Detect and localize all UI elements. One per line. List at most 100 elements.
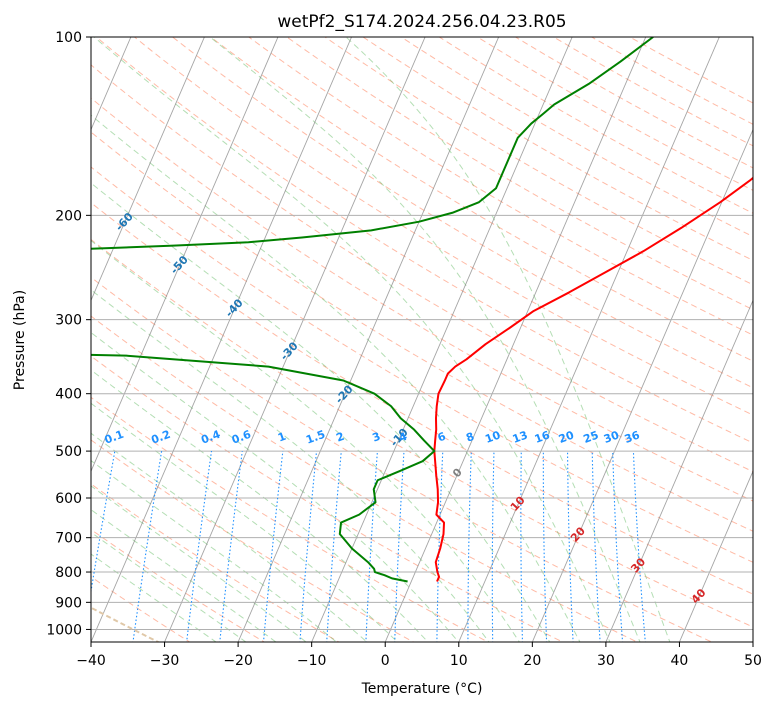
mixing-ratio-line	[132, 451, 163, 642]
mixing-ratio-label: 4	[397, 430, 409, 445]
y-tick-label: 700	[55, 531, 82, 547]
y-tick-label: 300	[55, 313, 82, 329]
y-axis-label: Pressure (hPa)	[12, 290, 28, 390]
y-axis: 100 200 300 400 500 600 700 800 900 1000	[46, 30, 91, 638]
mixing-ratio-line	[299, 451, 318, 642]
isotherm	[678, 470, 753, 642]
mixing-ratio-line	[467, 451, 472, 642]
mixing-ratio-line	[219, 451, 243, 642]
dry-adiabat	[209, 37, 753, 362]
dry-adiabat	[91, 131, 753, 532]
mixing-ratio-line	[326, 451, 342, 642]
x-tick-label: 0	[381, 653, 390, 669]
x-axis: −40 −30 −20 −10 0 10 20 30 40 50	[76, 642, 762, 669]
x-tick-label: 20	[523, 653, 541, 669]
mixing-ratio-line	[491, 451, 495, 642]
profile-line-2	[91, 37, 654, 583]
isotherm	[605, 299, 753, 642]
x-tick-label: 50	[744, 653, 762, 669]
moist-adiabat	[91, 531, 247, 642]
y-tick-label: 1000	[46, 622, 82, 638]
x-axis-label: Temperature (°C)	[361, 681, 483, 697]
moist-adiabat	[91, 369, 429, 642]
y-tick-label: 200	[55, 208, 82, 224]
isotherm	[164, 37, 426, 642]
moist-adiabat	[91, 432, 368, 642]
x-tick-label: 10	[450, 653, 468, 669]
isotherm	[384, 37, 647, 642]
y-tick-label: 100	[55, 30, 82, 46]
dry-adiabat	[171, 37, 753, 389]
mixing-ratio-line	[542, 451, 548, 642]
dry-adiabat	[91, 528, 266, 642]
mixing-ratio-label: 13	[511, 428, 530, 445]
dry-adiabat	[95, 37, 753, 444]
dry-adiabat	[91, 202, 753, 595]
isotherm	[91, 37, 353, 642]
mixing-ratio-label: 0.6	[230, 428, 253, 447]
isotherm	[91, 37, 279, 473]
mixing-ratio-label: 6	[436, 430, 448, 445]
x-tick-label: 30	[597, 653, 615, 669]
isotherm	[458, 37, 720, 642]
moist-adiabat	[345, 37, 671, 642]
moist-adiabat	[91, 402, 399, 642]
mixing-ratio-label: 25	[582, 428, 601, 445]
moist-adiabat	[209, 37, 641, 642]
mixing-ratio-label: 10	[483, 428, 502, 446]
mixing-ratio-line	[567, 451, 574, 642]
dry-adiabat	[285, 37, 753, 311]
dry-adiabat	[91, 166, 753, 563]
y-tick-label: 800	[55, 565, 82, 581]
mixing-ratio-label: 20	[557, 428, 576, 446]
dry-adiabat	[91, 238, 753, 628]
moist-adiabat	[91, 459, 338, 642]
chart-title: wetPf2_S174.2024.256.04.23.R05	[277, 12, 566, 32]
mixing-ratio-line	[612, 451, 624, 642]
y-tick-label: 900	[55, 595, 82, 611]
mixing-ratio-line	[186, 451, 213, 642]
moist-adiabat	[91, 331, 460, 642]
isotherm	[91, 37, 205, 302]
mixing-ratio-label: 0.2	[149, 428, 172, 447]
x-tick-label: −30	[150, 653, 180, 669]
dry-adiabat	[91, 483, 340, 642]
moist-adiabat	[91, 553, 217, 642]
dry-adiabat	[91, 97, 753, 502]
dry-adiabat	[91, 64, 753, 473]
y-tick-label: 400	[55, 387, 82, 403]
mixing-ratio-label: 1	[276, 430, 288, 445]
mixing-ratio-line	[520, 451, 524, 642]
mixing-ratio-line	[632, 451, 646, 642]
mixing-ratio-label: 16	[533, 428, 552, 446]
isotherm	[531, 128, 753, 642]
x-tick-label: −20	[223, 653, 253, 669]
moist-adiabat	[91, 239, 520, 642]
moist-adiabat	[91, 289, 490, 642]
mixing-ratio-line	[262, 451, 284, 642]
moist-adiabat	[91, 182, 551, 642]
plot-frame	[90, 36, 754, 643]
mixing-ratio-label: 0.4	[199, 428, 222, 447]
moist-adiabat	[91, 114, 581, 642]
isotherm	[237, 37, 500, 642]
mixing-ratio-label: 36	[623, 428, 642, 446]
moist-adiabat	[91, 509, 277, 642]
mixing-ratio-label: 1.5	[304, 428, 327, 447]
y-tick-label: 600	[55, 491, 82, 507]
mixing-ratio-label: 30	[602, 428, 621, 446]
x-tick-label: −40	[76, 653, 106, 669]
mixing-ratio-label: 2	[334, 430, 346, 445]
mixing-ratio-line	[394, 451, 405, 642]
x-tick-label: −10	[297, 653, 327, 669]
dry-adiabat	[91, 355, 564, 642]
mixing-ratio-label: 8	[464, 430, 476, 445]
y-tick-label: 500	[55, 444, 82, 460]
mixing-ratio-line	[591, 451, 601, 642]
x-tick-label: 40	[671, 653, 689, 669]
dry-adiabat	[91, 396, 490, 642]
mixing-ratio-label: 0.1	[103, 428, 126, 447]
